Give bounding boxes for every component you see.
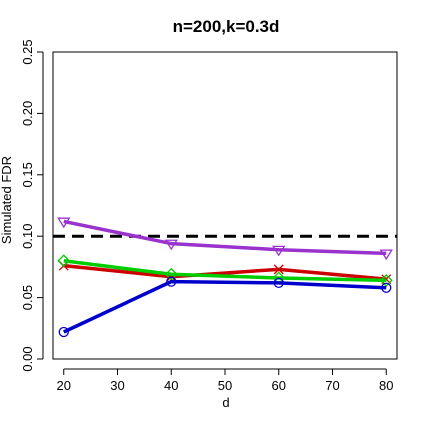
x-tick-label: 40 [164,378,178,393]
chart-title: n=200,k=0.3d [173,17,280,36]
data-point-triangle [164,239,178,251]
plot-border [52,51,398,360]
y-tick-label: 0.05 [20,285,35,310]
x-axis-label: d [222,395,229,410]
series-line [63,279,387,334]
series-line [63,219,387,256]
data-point-circle [58,326,69,338]
series-line [63,259,387,283]
data-point-triangle [57,217,71,229]
plot-frame [52,51,398,360]
data-point-diamond [379,273,393,287]
data-point-triangle [379,249,393,261]
x-axis: 20 30 40 50 60 70 80 [57,368,393,393]
y-tick-label: 0.25 [20,39,35,64]
data-point-circle [166,276,177,287]
x-tick-label: 60 [272,378,286,393]
y-tick-label: 0.15 [20,162,35,187]
data-point-circle [273,277,284,289]
x-tick-label: 30 [110,378,124,393]
series-line [63,263,387,281]
series-triangle-down [57,217,393,261]
data-point-x [273,264,284,275]
y-axis-label: Simulated FDR [0,156,14,244]
x-tick-label: 70 [325,378,339,393]
x-tick-label: 80 [379,378,393,393]
y-axis: 0.00 0.05 0.10 0.15 0.20 0.25 [20,39,44,372]
y-tick-label: 0.10 [20,224,35,249]
series-circle [58,276,392,338]
y-tick-label: 0.00 [20,346,35,371]
data-point-triangle [272,245,286,257]
series-layer [57,217,393,338]
x-tick-label: 50 [218,378,232,393]
data-point-diamond [164,267,178,281]
data-point-circle [381,282,392,293]
data-point-diamond [57,254,71,268]
x-tick-label: 20 [57,378,71,393]
y-tick-label: 0.20 [20,101,35,126]
